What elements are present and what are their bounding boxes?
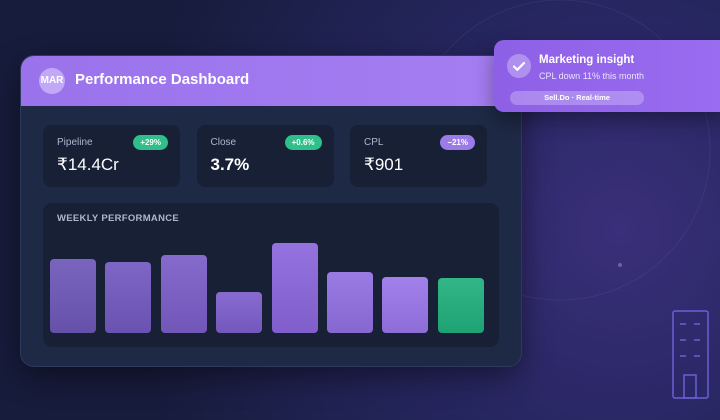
card-header: MAR Performance Dashboard bbox=[21, 56, 521, 106]
kpi-delta: −21% bbox=[440, 135, 475, 150]
dashboard-title: Performance Dashboard bbox=[75, 71, 250, 88]
check-icon bbox=[507, 54, 531, 78]
bar bbox=[327, 272, 373, 333]
chart-panel: WEEKLY PERFORMANCE bbox=[43, 203, 499, 347]
kpi-card: Pipeline ₹14.4Cr +29% bbox=[43, 125, 180, 187]
notification-title: Marketing insight bbox=[539, 54, 635, 66]
bar bbox=[216, 292, 263, 333]
kpi-delta: +29% bbox=[133, 135, 168, 150]
notification[interactable]: Marketing insight CPL down 11% this mont… bbox=[494, 40, 720, 112]
kpi-value: ₹901 bbox=[364, 155, 404, 174]
notification-text: CPL down 11% this month bbox=[539, 71, 645, 81]
kpi-card: Close 3.7% +0.6% bbox=[196, 125, 334, 187]
bar bbox=[271, 243, 318, 333]
dashboard-card: MAR Performance Dashboard WEEKLY PERFORM… bbox=[20, 55, 522, 367]
notification-tag: Sell.Do · Real-time bbox=[510, 91, 644, 105]
chart-title: WEEKLY PERFORMANCE bbox=[57, 213, 180, 224]
kpi-card: CPL ₹901 −21% bbox=[350, 125, 487, 187]
kpi-label: CPL bbox=[364, 137, 384, 148]
kpi-value: ₹14.4Cr bbox=[57, 155, 119, 174]
avatar: MAR bbox=[39, 68, 65, 94]
bar bbox=[382, 277, 429, 333]
bar bbox=[160, 255, 207, 333]
kpi-delta: +0.6% bbox=[284, 135, 322, 150]
kpi-label: Pipeline bbox=[57, 137, 93, 148]
bar bbox=[50, 259, 96, 333]
kpi-label: Close bbox=[210, 137, 237, 148]
kpi-value: 3.7% bbox=[210, 155, 250, 174]
bar bbox=[105, 262, 152, 333]
bar bbox=[437, 278, 484, 333]
